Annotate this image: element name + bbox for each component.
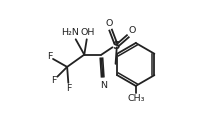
- Text: H₂N: H₂N: [61, 28, 79, 37]
- Text: OH: OH: [81, 28, 95, 37]
- Text: F: F: [47, 52, 52, 61]
- Text: S: S: [112, 41, 119, 51]
- Text: O: O: [106, 19, 113, 28]
- Text: F: F: [51, 76, 56, 85]
- Text: F: F: [66, 84, 71, 93]
- Text: CH₃: CH₃: [127, 94, 145, 103]
- Text: N: N: [100, 81, 107, 90]
- Text: O: O: [129, 26, 136, 35]
